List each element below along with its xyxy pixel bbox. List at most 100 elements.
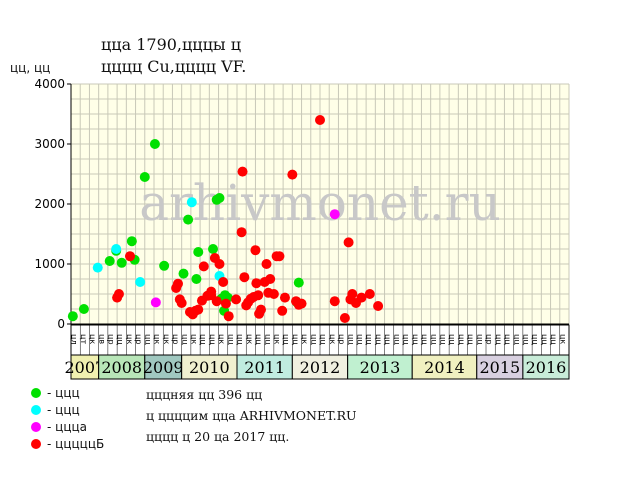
y-tick-label: 4000	[34, 77, 65, 91]
data-point	[214, 259, 225, 269]
y-tick-label: 0	[57, 317, 65, 331]
data-point	[237, 166, 248, 177]
year-band	[522, 354, 570, 380]
x-slot-label: цв	[97, 334, 106, 344]
x-slot-label: цц	[466, 334, 475, 345]
x-slot-label: цц	[475, 334, 484, 345]
x-slot-label: цц	[226, 334, 235, 345]
data-point	[223, 311, 234, 322]
data-point	[113, 289, 124, 299]
x-slot-label: цц	[346, 334, 355, 345]
data-point	[296, 298, 307, 309]
x-slot-label: цц	[503, 334, 512, 345]
data-point	[92, 262, 103, 273]
year-band	[98, 354, 146, 380]
legend: - ццц - ццц - цццa - цццццБ	[31, 384, 104, 452]
x-slot-label: цц	[116, 334, 125, 345]
data-point	[250, 245, 261, 256]
data-point	[150, 297, 161, 308]
x-slot-label: цк	[245, 334, 254, 344]
data-point	[193, 304, 204, 315]
x-slot-label: цц	[411, 334, 420, 345]
legend-label: - ццц	[47, 385, 80, 400]
data-point	[126, 236, 137, 247]
data-point	[293, 277, 304, 288]
data-point	[183, 214, 194, 225]
x-slot-label: цц	[263, 334, 272, 345]
data-point	[373, 301, 384, 311]
data-point	[236, 227, 247, 238]
data-point	[231, 294, 242, 305]
x-slot-label: цк	[125, 334, 134, 344]
data-point	[251, 278, 262, 289]
x-slot-label: цц	[180, 334, 189, 345]
x-slot-label: цр	[107, 334, 116, 345]
data-point	[220, 298, 231, 309]
data-point	[176, 298, 187, 308]
y-tick-label: 2000	[34, 197, 65, 211]
data-point	[104, 256, 115, 266]
chart-title-line2: цццц Cu,цццц VF.	[101, 57, 247, 76]
legend-item: - цццa	[31, 418, 104, 435]
data-point	[214, 193, 225, 203]
data-point	[343, 237, 354, 248]
year-label: 2007	[64, 358, 105, 377]
data-point	[339, 313, 350, 323]
y-tick-label: 3000	[34, 137, 65, 151]
data-point	[159, 260, 170, 271]
data-point	[279, 292, 290, 303]
data-point	[329, 209, 340, 220]
x-slot-label: цц	[457, 334, 466, 345]
year-band	[476, 354, 524, 380]
legend-item: - ццц	[31, 401, 104, 418]
x-slot-label: цц	[199, 334, 208, 345]
year-band	[181, 354, 238, 380]
x-slot-label: цр	[485, 334, 494, 345]
x-slot-label: цр	[171, 334, 180, 345]
x-slot-label: цл	[70, 334, 79, 345]
data-point	[149, 139, 160, 149]
x-slot-label: цц	[319, 334, 328, 345]
data-point	[78, 304, 89, 314]
data-point	[255, 304, 266, 315]
legend-item: - ццц	[31, 384, 104, 401]
y-tick-label: 1000	[34, 257, 65, 271]
data-point	[253, 290, 264, 301]
x-slot-label: цц	[540, 334, 549, 345]
year-label: 2010	[189, 358, 230, 377]
x-slot-label: цц	[420, 334, 429, 345]
data-point	[277, 305, 288, 316]
data-point	[67, 311, 78, 322]
data-point	[261, 259, 272, 269]
x-slot-label: цц	[236, 334, 245, 345]
x-slot-label: цк	[300, 334, 309, 344]
x-slot-label: цц	[531, 334, 540, 345]
legend-item: - цццццБ	[31, 435, 104, 452]
data-point	[178, 268, 189, 279]
legend-label: - ццц	[47, 402, 80, 417]
note-average-price: цццняя цц 396 цц	[146, 387, 263, 402]
year-label: 2013	[360, 358, 401, 377]
x-slot-label: цр	[134, 334, 143, 345]
data-point	[239, 272, 250, 283]
legend-label: - цццa	[47, 419, 88, 434]
chart-title-line1: ццa 1790,цццы ц	[101, 35, 241, 54]
x-slot-label: цц	[374, 334, 383, 345]
year-band	[411, 354, 478, 380]
year-label: 2009	[143, 358, 184, 377]
data-point	[315, 115, 325, 125]
x-slot-label: цц	[448, 334, 457, 345]
x-slot-label: цц	[522, 334, 531, 345]
data-point	[191, 274, 202, 284]
legend-marker-red	[31, 438, 41, 449]
data-point	[198, 261, 209, 272]
year-label: 2015	[479, 358, 520, 377]
y-axis-label: цц, цц	[10, 61, 51, 75]
x-slot-label: цц	[208, 334, 217, 345]
x-slot-label: цц	[429, 334, 438, 345]
x-slot-label: цц	[309, 334, 318, 345]
data-point	[193, 247, 204, 257]
x-slot-label: цк	[153, 334, 162, 344]
x-slot-label: цк	[328, 334, 337, 344]
